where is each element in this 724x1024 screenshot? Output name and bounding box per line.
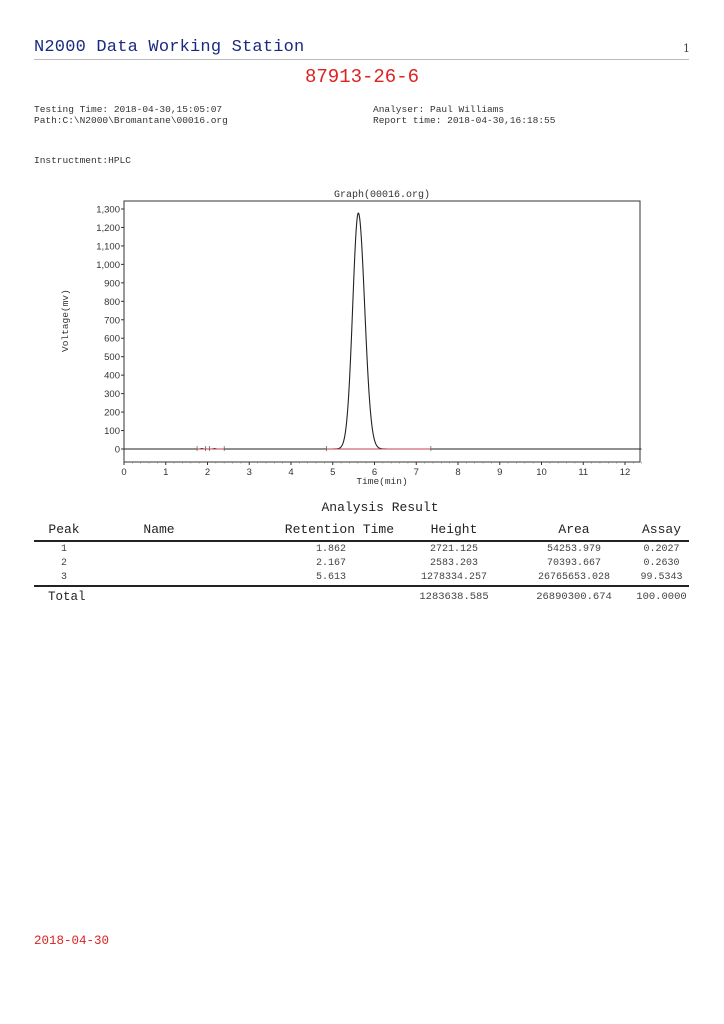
table-row: 1 1.862 2721.125 54253.979 0.2027 bbox=[34, 541, 689, 556]
instrument: Instructment:HPLC bbox=[34, 155, 131, 166]
cell-height: 2721.125 bbox=[429, 543, 478, 555]
x-tick-label: 9 bbox=[497, 467, 502, 478]
cell-retention-time: 2.167 bbox=[315, 557, 346, 569]
cell-peak: 3 bbox=[60, 571, 67, 583]
y-tick-label: 1,000 bbox=[96, 260, 120, 271]
y-tick-label: 800 bbox=[104, 297, 120, 308]
total-height: 1283638.585 bbox=[394, 585, 514, 607]
results-header-row: Peak Name Retention Time Height Area Ass… bbox=[34, 518, 689, 542]
cell-name bbox=[94, 570, 224, 586]
col-assay: Assay bbox=[634, 518, 689, 542]
y-tick-label: 300 bbox=[104, 389, 120, 400]
file-path: Path:C:\N2000\Bromantane\00016.org bbox=[34, 115, 228, 126]
total-row: Total 1283638.585 26890300.674 100.0000 bbox=[34, 585, 689, 607]
cell-area: 54253.979 bbox=[546, 543, 601, 555]
x-tick-label: 5 bbox=[330, 467, 335, 478]
cell-retention-time: 5.613 bbox=[315, 571, 346, 583]
col-retention-time: Retention Time bbox=[224, 518, 394, 542]
cell-assay: 0.2027 bbox=[643, 543, 680, 555]
footer-date: 2018-04-30 bbox=[34, 934, 110, 948]
cell-height: 1278334.257 bbox=[420, 571, 487, 583]
report-time: Report time: 2018-04-30,16:18:55 bbox=[373, 115, 556, 126]
cell-height: 2583.203 bbox=[429, 557, 478, 569]
cell-peak: 1 bbox=[60, 543, 67, 555]
page-number: 1 bbox=[683, 42, 690, 55]
col-area: Area bbox=[514, 518, 634, 542]
x-axis-label: Time(min) bbox=[356, 476, 408, 487]
y-tick-label: 600 bbox=[104, 334, 120, 345]
x-tick-label: 7 bbox=[414, 467, 419, 478]
y-tick-label: 0 bbox=[115, 445, 120, 456]
y-tick-label: 500 bbox=[104, 352, 120, 363]
y-tick-label: 400 bbox=[104, 371, 120, 382]
y-tick-label: 700 bbox=[104, 315, 120, 326]
x-tick-label: 11 bbox=[578, 467, 588, 478]
table-row: 3 5.613 1278334.257 26765653.028 99.5343 bbox=[34, 570, 689, 586]
x-tick-label: 6 bbox=[372, 467, 377, 478]
x-tick-label: 3 bbox=[247, 467, 252, 478]
cell-name bbox=[94, 556, 224, 570]
col-name: Name bbox=[94, 518, 224, 542]
chromatogram-chart: 01002003004005006007008009001,0001,1001,… bbox=[96, 200, 643, 478]
cell-retention-time: 1.862 bbox=[315, 543, 346, 555]
x-tick-label: 10 bbox=[536, 467, 547, 478]
total-area: 26890300.674 bbox=[514, 585, 634, 607]
table-row: 2 2.167 2583.203 70393.667 0.2630 bbox=[34, 556, 689, 570]
app-title: N2000 Data Working Station bbox=[34, 38, 305, 57]
col-height: Height bbox=[394, 518, 514, 542]
y-tick-label: 1,200 bbox=[96, 223, 120, 234]
results-table: Peak Name Retention Time Height Area Ass… bbox=[34, 518, 689, 607]
y-tick-label: 1,100 bbox=[96, 241, 120, 252]
y-tick-label: 100 bbox=[104, 426, 120, 437]
y-tick-label: 900 bbox=[104, 278, 120, 289]
cell-area: 70393.667 bbox=[546, 557, 601, 569]
plot-area: 01002003004005006007008009001,0001,1001,… bbox=[96, 200, 643, 478]
x-tick-label: 12 bbox=[620, 467, 631, 478]
y-tick-label: 1,300 bbox=[96, 205, 120, 216]
y-tick-label: 200 bbox=[104, 408, 120, 419]
chromatogram-trace bbox=[124, 212, 642, 450]
header-divider bbox=[34, 59, 689, 60]
cell-assay: 0.2630 bbox=[643, 557, 680, 569]
chart-title: Graph(00016.org) bbox=[333, 190, 430, 201]
x-tick-label: 2 bbox=[205, 467, 210, 478]
x-tick-label: 0 bbox=[121, 467, 126, 478]
col-peak: Peak bbox=[34, 518, 94, 542]
cell-name bbox=[94, 541, 224, 556]
analyser: Analyser: Paul Williams bbox=[373, 104, 505, 115]
cell-assay: 99.5343 bbox=[640, 571, 683, 583]
total-label: Total bbox=[34, 585, 394, 607]
cell-area: 26765653.028 bbox=[537, 571, 610, 583]
testing-time: Testing Time: 2018-04-30,15:05:07 bbox=[34, 104, 223, 115]
total-assay: 100.0000 bbox=[634, 585, 689, 607]
x-tick-label: 1 bbox=[163, 467, 168, 478]
x-tick-label: 8 bbox=[455, 467, 460, 478]
cell-peak: 2 bbox=[60, 557, 67, 569]
plot-frame bbox=[123, 200, 641, 463]
x-tick-label: 4 bbox=[288, 467, 293, 478]
sample-id: 87913-26-6 bbox=[304, 66, 420, 88]
results-title: Analysis Result bbox=[321, 500, 439, 515]
